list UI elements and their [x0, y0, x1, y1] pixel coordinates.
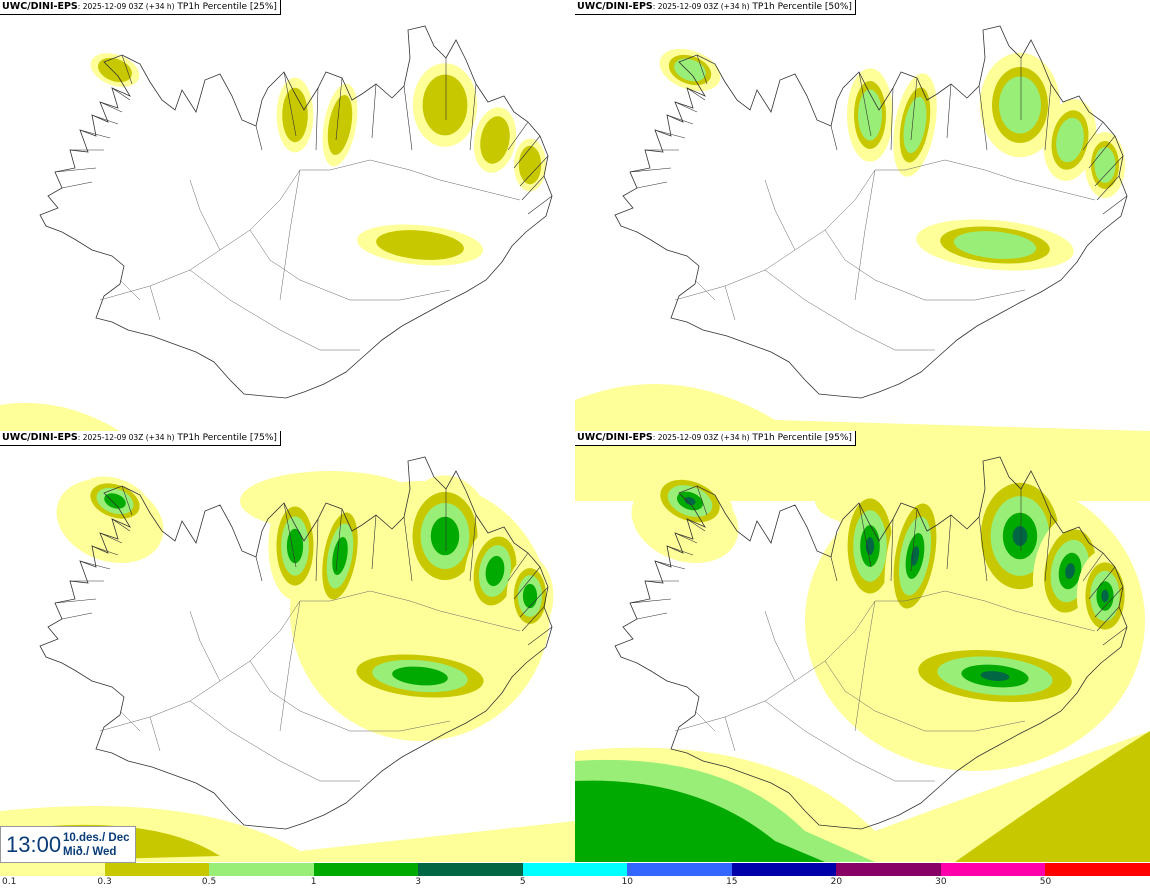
legend-ticks: 0.1 0.3 0.5 1 3 5 10 15 20 30 50: [0, 877, 1150, 891]
fjord-lines: [54, 485, 553, 646]
precip-area: [98, 57, 132, 83]
precip-area: [903, 96, 927, 154]
legend-tick-label: 20: [830, 877, 843, 887]
legend-tick-label: 0.1: [2, 877, 17, 887]
precip-area: [858, 89, 882, 141]
sea-precip: [575, 384, 1150, 431]
legend-swatch: [418, 863, 523, 876]
panel-p75: UWC/DINI-EPS: 2025-12-09 03Z (+34 h) TP1…: [0, 431, 575, 862]
road-lines: [99, 159, 521, 351]
legend-tick-label: 0.3: [97, 877, 112, 887]
valid-time-box: 13:00 10.des./ Dec Mið./ Wed: [0, 826, 136, 863]
legend-swatch: [522, 863, 628, 876]
precip-area: [953, 231, 1037, 259]
iceland-coastline: [39, 25, 553, 399]
iceland-coastline: [39, 456, 553, 830]
precip-map: [0, 456, 575, 862]
fjord-lines: [629, 54, 1128, 215]
legend-swatch: [940, 863, 1046, 876]
color-legend: 0.1 0.3 0.5 1 3 5 10 15 20 30 50: [0, 863, 1150, 891]
precip-area: [1094, 147, 1116, 183]
legend-tick-label: 30: [935, 877, 947, 887]
panel-p25: UWC/DINI-EPS: 2025-12-09 03Z (+34 h) TP1…: [0, 0, 575, 431]
precip-map: [0, 25, 553, 431]
precip-area: [327, 94, 353, 156]
legend-swatch: [731, 863, 837, 876]
valid-date: 10.des./ Dec: [63, 831, 130, 844]
precip-area: [980, 671, 1010, 681]
legend-swatch: [836, 863, 941, 876]
valid-time: 13:00: [6, 831, 62, 857]
legend-swatch: [627, 863, 732, 876]
precip-area: [422, 74, 468, 136]
panel-p95: UWC/DINI-EPS: 2025-12-09 03Z (+34 h) TP1…: [575, 431, 1150, 862]
legend-bar: [0, 863, 1150, 876]
fjord-lines: [629, 485, 1128, 646]
precip-map: [575, 25, 1150, 431]
iceland-coastline: [614, 25, 1128, 399]
legend-tick-label: 0.5: [201, 877, 217, 887]
precip-area: [430, 516, 460, 556]
sea-precip: [955, 731, 1150, 862]
sea-precip: [0, 402, 120, 431]
legend-tick-label: 15: [726, 877, 738, 887]
road-lines: [674, 590, 1096, 782]
legend-tick-label: 10: [621, 877, 633, 887]
road-lines: [99, 590, 521, 782]
precip-map: [575, 431, 1150, 862]
legend-tick-label: 3: [415, 877, 422, 887]
precip-area: [480, 116, 510, 164]
precip-area: [286, 528, 304, 564]
precip-area: [684, 497, 696, 505]
precip-area: [1101, 589, 1109, 603]
iceland-coastline: [614, 456, 1128, 830]
panel-title: UWC/DINI-EPS: 2025-12-09 03Z (+34 h) TP1…: [575, 431, 856, 446]
legend-swatch: [313, 863, 419, 876]
precip-area: [522, 583, 538, 609]
precip-area: [1012, 526, 1028, 546]
valid-weekday: Mið./ Wed: [63, 845, 117, 858]
legend-tick-label: 50: [1039, 877, 1052, 887]
precip-area: [282, 87, 308, 143]
precip-area: [332, 536, 348, 576]
precip-area: [518, 145, 542, 185]
panel-title: UWC/DINI-EPS: 2025-12-09 03Z (+34 h) TP1…: [575, 0, 856, 15]
precip-area: [376, 230, 464, 260]
panel-title: UWC/DINI-EPS: 2025-12-09 03Z (+34 h) TP1…: [0, 431, 281, 446]
panel-p50: UWC/DINI-EPS: 2025-12-09 03Z (+34 h) TP1…: [575, 0, 1150, 431]
precip-area: [674, 58, 706, 82]
precip-area: [999, 76, 1041, 134]
fjord-lines: [54, 54, 553, 215]
legend-swatch: [209, 863, 314, 876]
legend-swatch: [1045, 863, 1150, 876]
precip-area: [104, 493, 126, 509]
legend-tick-label: 5: [519, 877, 526, 887]
precip-area: [1065, 563, 1075, 579]
precip-area: [485, 555, 505, 587]
sea-precip: [575, 780, 825, 862]
legend-swatch: [0, 863, 105, 876]
panel-title: UWC/DINI-EPS: 2025-12-09 03Z (+34 h) TP1…: [0, 0, 281, 15]
road-lines: [674, 159, 1096, 351]
precip-area: [392, 666, 448, 686]
legend-tick-label: 1: [310, 877, 317, 887]
precip-area: [1056, 117, 1084, 163]
legend-swatch: [104, 863, 210, 876]
